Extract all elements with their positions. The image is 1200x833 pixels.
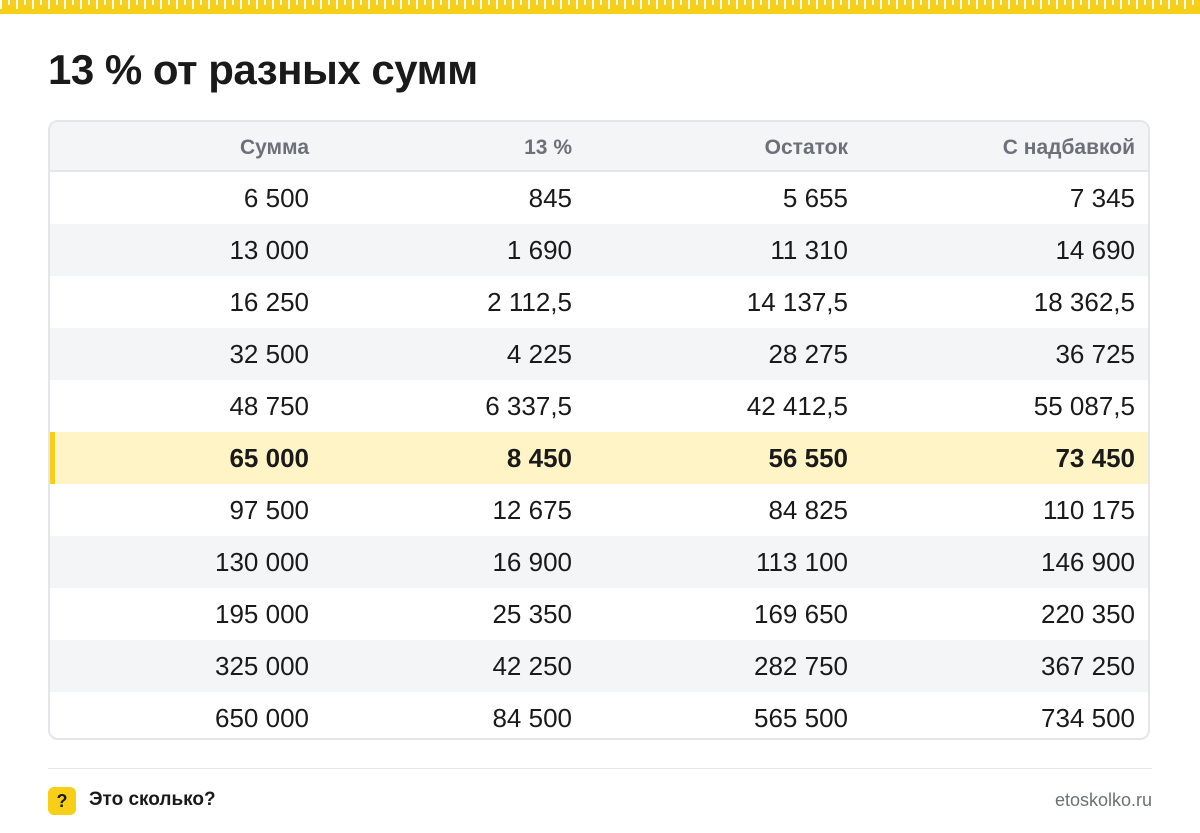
table-row: 16 250 2 112,5 14 137,5 18 362,5 [50,276,1148,328]
cell-with-markup: 110 175 [1042,494,1135,525]
cell-percent: 1 690 [506,234,572,265]
cell-percent: 845 [528,182,572,213]
table-body: 6 500 845 5 655 7 345 13 000 1 690 11 310 14 69… [50,172,1148,738]
cell-percent: 6 337,5 [485,390,572,421]
cell-remainder: 169 650 [754,598,848,629]
ruler-decoration [0,0,1200,14]
cell-percent: 12 675 [492,494,572,525]
cell-with-markup: 220 350 [1041,598,1135,629]
cell-with-markup: 73 450 [1055,442,1135,473]
footer-url[interactable]: etoskolko.ru [1054,790,1152,810]
table-header: Сумма 13 % Остаток С надбавкой [50,122,1148,172]
cell-with-markup: 36 725 [1055,338,1135,369]
cell-percent: 84 500 [492,702,572,733]
cell-with-markup: 146 900 [1041,546,1135,577]
cell-with-markup: 14 690 [1055,234,1135,265]
table-row: 48 750 6 337,5 42 412,5 55 087,5 [50,380,1148,432]
cell-percent: 4 225 [506,338,572,369]
cell-percent: 8 450 [506,442,572,473]
cell-percent: 16 900 [492,546,572,577]
cell-remainder: 11 310 [770,234,848,265]
table-row: 650 000 84 500 565 500 734 500 [50,692,1148,738]
cell-sum: 65 000 [229,442,309,473]
table-row-highlighted: 65 000 8 450 56 550 73 450 [50,432,1148,484]
data-table: Сумма 13 % Остаток С надбавкой 6 500 845 5… [48,120,1150,740]
cell-percent: 2 112,5 [487,286,572,317]
question-mark-icon: ? [48,787,76,815]
table-row: 6 500 845 5 655 7 345 [50,172,1148,224]
cell-remainder: 42 412,5 [746,390,848,421]
cell-with-markup: 55 087,5 [1033,390,1135,421]
column-header-sum: Сумма [239,136,309,159]
table-row: 325 000 42 250 282 750 367 250 [50,640,1148,692]
cell-remainder: 565 500 [754,702,848,733]
cell-with-markup: 734 500 [1041,702,1135,733]
cell-sum: 6 500 [243,182,309,213]
table-row: 195 000 25 350 169 650 220 350 [50,588,1148,640]
cell-remainder: 5 655 [782,182,848,213]
cell-percent: 42 250 [492,650,572,681]
table-row: 32 500 4 225 28 275 36 725 [50,328,1148,380]
table-row: 130 000 16 900 113 100 146 900 [50,536,1148,588]
column-header-with-markup: С надбавкой [1002,136,1135,159]
cell-remainder: 84 825 [768,494,848,525]
cell-with-markup: 18 362,5 [1033,286,1135,317]
footer-brand: Это сколько? [89,789,216,810]
cell-sum: 130 000 [215,546,309,577]
column-header-remainder: Остаток [764,136,848,159]
cell-remainder: 14 137,5 [746,286,848,317]
cell-sum: 32 500 [229,338,309,369]
cell-sum: 195 000 [215,598,309,629]
cell-sum: 16 250 [229,286,309,317]
cell-with-markup: 7 345 [1069,182,1135,213]
cell-with-markup: 367 250 [1041,650,1135,681]
cell-percent: 25 350 [492,598,572,629]
cell-remainder: 28 275 [768,338,848,369]
cell-remainder: 113 100 [755,546,848,577]
cell-remainder: 56 550 [768,442,848,473]
table-row: 13 000 1 690 11 310 14 690 [50,224,1148,276]
column-header-percent: 13 % [524,136,572,159]
cell-sum: 325 000 [215,650,309,681]
cell-sum: 97 500 [229,494,309,525]
footer-divider [48,768,1152,769]
cell-sum: 48 750 [229,390,309,421]
cell-sum: 13 000 [229,234,309,265]
cell-sum: 650 000 [215,702,309,733]
page-title: 13 % от разных сумм [48,46,478,93]
table-row: 97 500 12 675 84 825 110 175 [50,484,1148,536]
cell-remainder: 282 750 [754,650,848,681]
